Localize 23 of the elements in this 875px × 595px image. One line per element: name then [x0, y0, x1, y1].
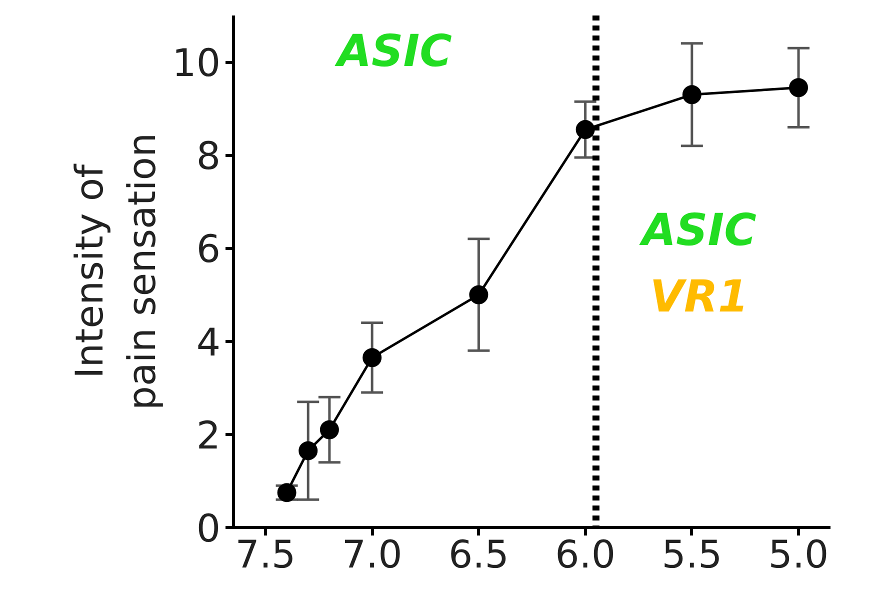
- point: [576, 120, 595, 140]
- point: [789, 78, 808, 98]
- annotation: VR1: [650, 272, 748, 323]
- y-tick-label: 6: [196, 227, 221, 272]
- y-tick-label: 8: [196, 134, 221, 178]
- x-tick-label: 6.0: [555, 532, 616, 576]
- point: [469, 285, 488, 304]
- annotation: ASIC: [638, 205, 756, 256]
- point: [362, 348, 382, 368]
- y-tick-label: 2: [196, 413, 221, 458]
- point: [682, 85, 702, 104]
- x-tick-label: 6.5: [448, 532, 509, 576]
- y-tick-label: 10: [172, 41, 221, 86]
- x-tick-label: 5.5: [662, 532, 722, 576]
- point: [320, 420, 339, 440]
- x-tick-label: 7.5: [235, 532, 296, 576]
- x-tick-label: 7.0: [342, 532, 402, 576]
- y-tick-label: 4: [196, 320, 221, 364]
- annotation: ASIC: [334, 26, 452, 77]
- y-tick-label: 0: [196, 506, 221, 550]
- point: [298, 441, 318, 460]
- y-axis-title: Intensity of pain sensation: [67, 132, 164, 410]
- x-tick-label: 5.0: [768, 532, 829, 576]
